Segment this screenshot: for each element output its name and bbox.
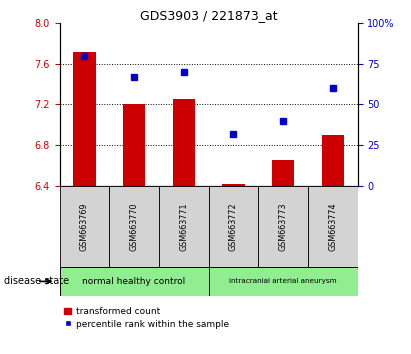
FancyBboxPatch shape — [60, 267, 208, 296]
Bar — [272, 160, 294, 186]
Bar — [173, 99, 195, 186]
Title: GDS3903 / 221873_at: GDS3903 / 221873_at — [140, 9, 277, 22]
Text: GSM663772: GSM663772 — [229, 202, 238, 251]
FancyBboxPatch shape — [208, 267, 358, 296]
Text: GSM663773: GSM663773 — [279, 202, 288, 251]
FancyBboxPatch shape — [258, 186, 308, 267]
Text: GSM663771: GSM663771 — [179, 202, 188, 251]
FancyBboxPatch shape — [109, 186, 159, 267]
FancyBboxPatch shape — [159, 186, 208, 267]
Text: GSM663774: GSM663774 — [328, 202, 337, 251]
Legend: transformed count, percentile rank within the sample: transformed count, percentile rank withi… — [64, 307, 229, 329]
Bar — [123, 104, 145, 186]
Text: GSM663770: GSM663770 — [129, 202, 139, 251]
Bar — [321, 135, 344, 186]
Text: GSM663769: GSM663769 — [80, 202, 89, 251]
Text: normal healthy control: normal healthy control — [83, 277, 186, 286]
FancyBboxPatch shape — [308, 186, 358, 267]
Bar — [73, 52, 96, 186]
FancyBboxPatch shape — [60, 186, 109, 267]
FancyBboxPatch shape — [208, 186, 258, 267]
Text: intracranial arterial aneurysm: intracranial arterial aneurysm — [229, 279, 337, 284]
Text: disease state: disease state — [4, 276, 69, 286]
Bar — [222, 184, 245, 186]
